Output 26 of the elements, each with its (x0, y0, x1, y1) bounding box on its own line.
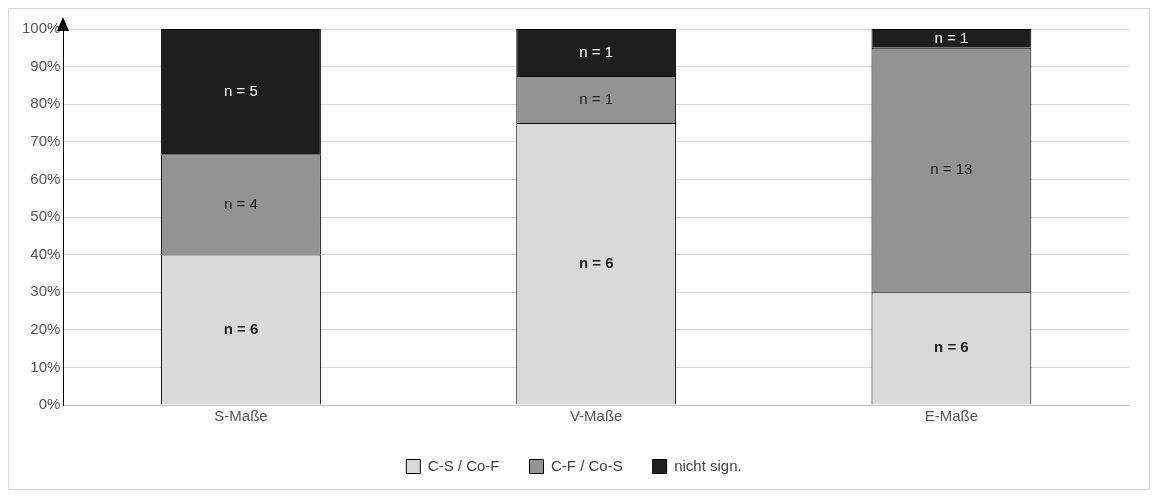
annotation: n = 6 (934, 338, 969, 356)
annotation: n = 1 (934, 28, 969, 46)
annotation: n = 1 (579, 89, 614, 107)
y-tick-label: 40% (30, 244, 61, 262)
y-tick-label: 30% (30, 282, 61, 300)
y-tick-label: 20% (30, 319, 61, 337)
y-tick-label: 50% (30, 207, 61, 225)
legend-label: C-F / Co-S (550, 456, 623, 474)
x-tick-label: S-Maße (214, 407, 268, 425)
annotation: n = 1 (579, 42, 614, 60)
y-tick-label: 60% (30, 169, 61, 187)
annotation: n = 6 (223, 319, 259, 337)
y-tick-label: 80% (30, 94, 61, 112)
y-tick-label: 0% (38, 395, 61, 413)
annotation: n = 13 (930, 160, 973, 178)
annotation: n = 5 (224, 81, 258, 99)
y-tick-label: 90% (30, 56, 61, 74)
annotation: n = 6 (578, 253, 614, 271)
legend-label: nicht sign. (674, 456, 742, 474)
annotation: n = 4 (224, 194, 258, 212)
x-tick-label: E-Maße (924, 407, 979, 425)
y-tick-label: 10% (30, 357, 61, 375)
x-tick-label: V-Maße (569, 407, 623, 425)
y-tick-label: 70% (30, 131, 61, 149)
legend-label: C-S / Co-F (427, 456, 500, 474)
y-tick-label: 100% (21, 19, 61, 37)
